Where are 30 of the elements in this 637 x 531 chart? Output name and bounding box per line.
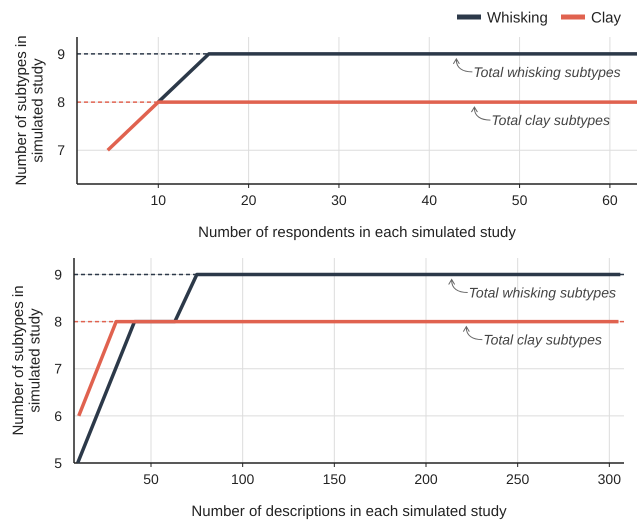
x-tick-label: 50 — [143, 471, 159, 487]
y-tick-label: 7 — [57, 142, 66, 158]
y-tick-label: 6 — [54, 408, 62, 424]
y-axis-title: Number of subtypes in simulated study — [13, 35, 46, 186]
y-tick-label: 5 — [54, 454, 62, 471]
x-tick-label: 20 — [240, 192, 257, 208]
x-tick-label: 50 — [512, 192, 528, 208]
x-axis-title: Number of descriptions in each simulated study — [191, 503, 508, 520]
legend-label: Whisking — [487, 9, 548, 26]
y-tick-label: 7 — [54, 360, 62, 377]
x-axis-title: Number of respondents in each simulated study — [198, 224, 516, 241]
y-axis-title: Number of subtypes in simulated study — [10, 285, 44, 436]
x-tick-label: 40 — [421, 192, 438, 208]
annotation: Total whisking subtypes — [473, 64, 621, 80]
x-tick-label: 300 — [598, 471, 622, 487]
x-tick-label: 60 — [602, 192, 618, 208]
x-tick-label: 250 — [506, 471, 530, 487]
y-tick-label: 8 — [57, 94, 66, 110]
y-tick-label: 8 — [54, 314, 62, 330]
annotation: Total clay subtypes — [491, 112, 610, 128]
x-tick-label: 150 — [322, 471, 346, 487]
annotation: Total clay subtypes — [483, 332, 602, 348]
legend-label: Clay — [591, 9, 622, 26]
x-tick-label: 10 — [150, 192, 166, 208]
x-tick-label: 30 — [331, 192, 347, 208]
x-tick-label: 100 — [230, 471, 255, 487]
annotation: Total whisking subtypes — [468, 284, 616, 300]
y-tick-label: 9 — [57, 46, 66, 62]
x-tick-label: 200 — [414, 471, 438, 487]
y-tick-label: 9 — [54, 266, 62, 282]
